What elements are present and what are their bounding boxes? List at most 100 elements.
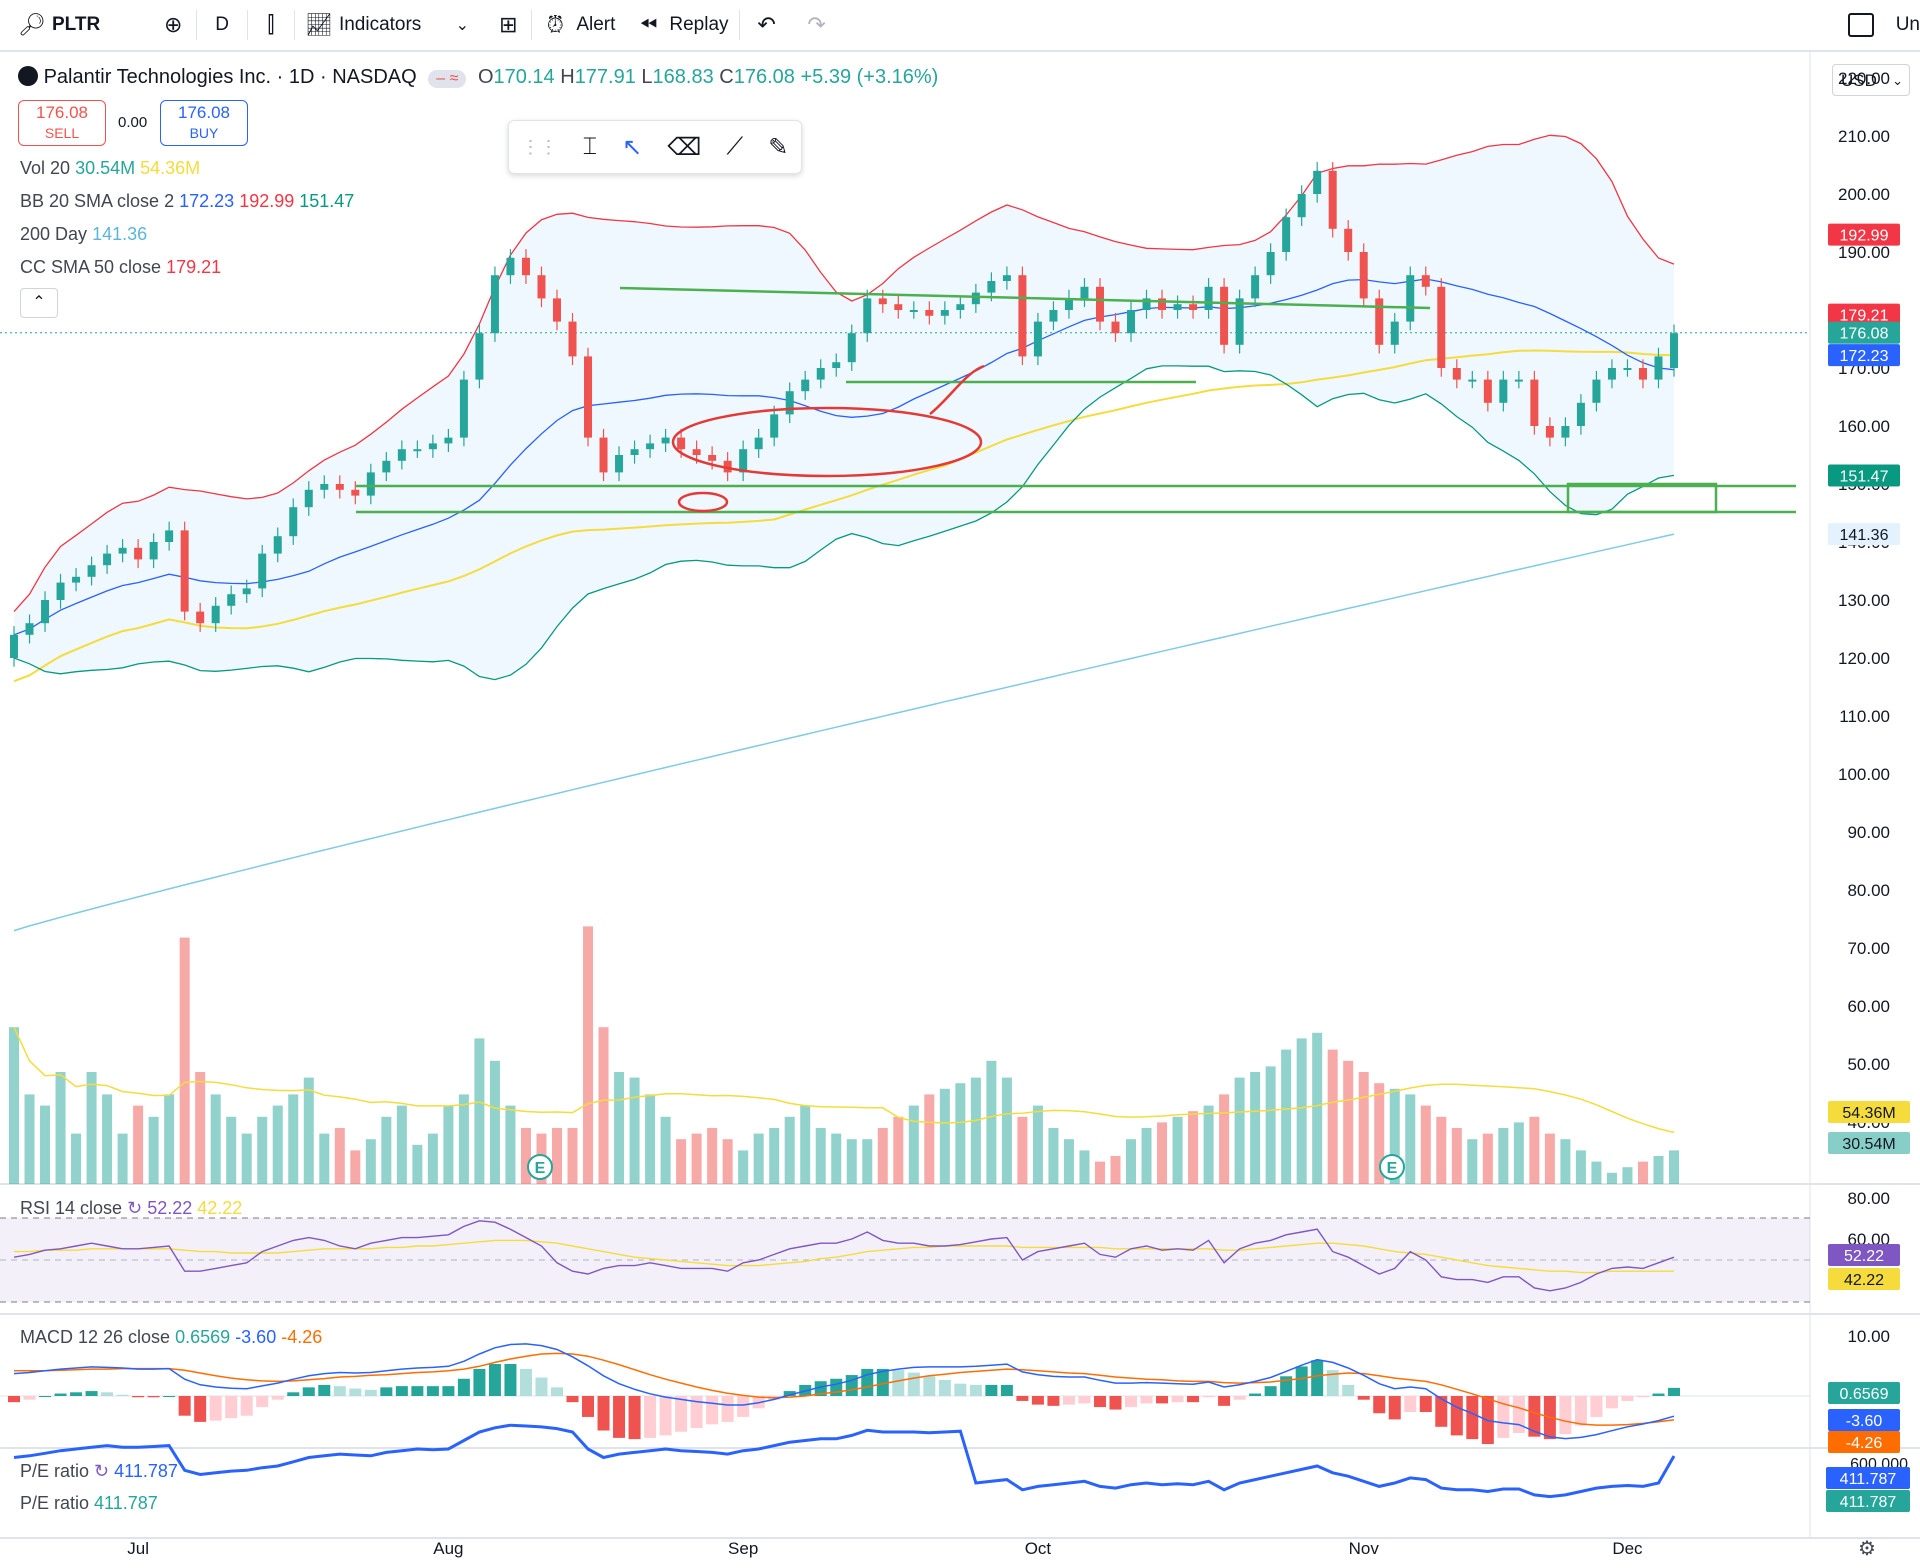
legend-pe-1[interactable]: P/E ratio ↻ 411.787 bbox=[20, 1461, 178, 1482]
redo-button[interactable]: ↷ bbox=[794, 0, 840, 51]
candle-body bbox=[1002, 275, 1011, 281]
macd-histogram-bar bbox=[1342, 1384, 1355, 1396]
legend-macd[interactable]: MACD 12 26 close 0.6569 -3.60 -4.26 bbox=[20, 1327, 322, 1348]
refresh-icon[interactable]: ↻ bbox=[94, 1461, 110, 1481]
collapse-legend-button[interactable]: ⌃ bbox=[20, 288, 58, 318]
price-label-box bbox=[1828, 523, 1900, 546]
legend-cc[interactable]: CC SMA 50 close 179.21 bbox=[20, 257, 221, 278]
candle-body bbox=[56, 582, 65, 600]
candle-body bbox=[1375, 298, 1384, 345]
macd-histogram-bar bbox=[1109, 1396, 1122, 1410]
price-tick-label: 80.00 bbox=[1847, 881, 1890, 900]
text-cursor-icon[interactable]: ⌶ bbox=[582, 133, 598, 160]
fullscreen-button[interactable]: Un bbox=[1838, 0, 1920, 51]
legend-vol[interactable]: Vol 20 30.54M 54.36M bbox=[20, 158, 200, 179]
volume-bar bbox=[815, 1128, 826, 1184]
candle-body bbox=[754, 437, 763, 450]
volume-bar bbox=[986, 1060, 997, 1184]
volume-bar bbox=[614, 1072, 625, 1184]
volume-bar bbox=[800, 1105, 811, 1184]
volume-bar bbox=[1188, 1111, 1199, 1184]
indicators-button[interactable]: 📈︎ Indicators ⌄ bbox=[295, 0, 485, 51]
sell-button[interactable]: 176.08 SELL bbox=[18, 100, 106, 146]
volume-bar bbox=[272, 1105, 283, 1184]
change-value: +5.39 (+3.16%) bbox=[800, 66, 939, 88]
volume-bar bbox=[1048, 1128, 1059, 1184]
brush-icon[interactable]: ✎ bbox=[768, 133, 789, 161]
candle-body bbox=[816, 368, 825, 380]
interval-button[interactable]: D bbox=[197, 0, 247, 51]
rsi-tick-label: 80.00 bbox=[1847, 1189, 1890, 1208]
macd-histogram-bar bbox=[194, 1396, 207, 1422]
macd-histogram-bar bbox=[613, 1396, 626, 1438]
chart-type-button[interactable]: ⫿ bbox=[248, 0, 294, 51]
undo-button[interactable]: ↶ bbox=[740, 0, 794, 51]
sell-price: 176.08 bbox=[36, 103, 88, 122]
price-tick-label: 50.00 bbox=[1847, 1055, 1890, 1074]
eraser-icon[interactable]: ⌫ bbox=[667, 133, 702, 161]
legend-rsi[interactable]: RSI 14 close ↻ 52.22 42.22 bbox=[20, 1198, 242, 1219]
trend-line-icon[interactable]: ⟋ bbox=[726, 133, 744, 160]
volume-bar bbox=[1032, 1105, 1043, 1184]
candle-body bbox=[1607, 368, 1616, 380]
macd-histogram-bar bbox=[1047, 1396, 1060, 1406]
macd-histogram-bar bbox=[1000, 1384, 1013, 1396]
price-label-text: 179.21 bbox=[1840, 308, 1889, 325]
layouts-button[interactable]: ⊞ bbox=[485, 0, 531, 51]
currency-select[interactable]: USD ⌄ bbox=[1832, 64, 1910, 96]
macd-histogram-bar bbox=[1249, 1393, 1262, 1396]
candle-body bbox=[118, 547, 127, 554]
compare-button[interactable]: ⊕ bbox=[150, 0, 196, 51]
rsi-label-box bbox=[1828, 1268, 1900, 1290]
annotation-circle bbox=[677, 491, 729, 513]
chevron-down-icon[interactable]: ⌄ bbox=[455, 17, 470, 34]
macd-histogram-bar bbox=[1512, 1396, 1525, 1433]
drawing-toolbar: ⋮⋮ ⌶ ↖ ⌫ ⟋ ✎ bbox=[508, 120, 802, 174]
macd-label-text: 0.6569 bbox=[1840, 1386, 1889, 1403]
replay-button[interactable]: ⏪︎ Replay bbox=[625, 0, 738, 51]
legend-toggle-button[interactable]: – ≈ bbox=[428, 70, 467, 88]
settings-icon[interactable]: ⚙︎ bbox=[1858, 1538, 1876, 1560]
candle-body bbox=[1189, 304, 1198, 310]
chart-canvas[interactable]: 220.00210.00200.00190.00180.00170.00160.… bbox=[0, 52, 1920, 1568]
legend-200day[interactable]: 200 Day 141.36 bbox=[20, 224, 147, 245]
candle-body bbox=[41, 600, 50, 624]
volume-bar bbox=[660, 1116, 671, 1184]
refresh-icon[interactable]: ↻ bbox=[127, 1198, 143, 1218]
buy-button[interactable]: 176.08 BUY bbox=[160, 100, 248, 146]
buy-label: BUY bbox=[189, 125, 219, 141]
rsi-ma-line bbox=[14, 1239, 1674, 1274]
volume-bar bbox=[303, 1077, 314, 1184]
macd-histogram-bar bbox=[333, 1386, 346, 1396]
bb-lower-line bbox=[13, 365, 1675, 681]
drag-handle-icon[interactable]: ⋮⋮ bbox=[521, 136, 558, 157]
volume-bar bbox=[1219, 1094, 1230, 1184]
legend-pe-2[interactable]: P/E ratio 411.787 bbox=[20, 1493, 158, 1514]
arrow-cursor-icon[interactable]: ↖ bbox=[622, 133, 643, 161]
candle-body bbox=[770, 414, 779, 438]
alert-button[interactable]: ⏰︎ Alert bbox=[532, 0, 625, 51]
volume-bar bbox=[551, 1128, 562, 1184]
macd-histogram-bar bbox=[582, 1396, 595, 1417]
candle-body bbox=[1483, 379, 1492, 403]
candle-body bbox=[894, 304, 903, 310]
earnings-badge[interactable]: E bbox=[1379, 1154, 1405, 1180]
candle-body bbox=[1328, 170, 1337, 229]
volume-bar bbox=[939, 1088, 950, 1184]
candle-body bbox=[630, 449, 639, 455]
legend-bb[interactable]: BB 20 SMA close 2 172.23 192.99 151.47 bbox=[20, 191, 354, 212]
macd-histogram-bar bbox=[597, 1396, 610, 1431]
volume-bar bbox=[443, 1105, 454, 1184]
macd-histogram-bar bbox=[1357, 1396, 1370, 1400]
macd-histogram-bar bbox=[1388, 1396, 1401, 1420]
candle-body bbox=[227, 594, 236, 606]
pe-label-box bbox=[1826, 1467, 1910, 1489]
macd-histogram-bar bbox=[628, 1396, 641, 1440]
volume-bar bbox=[1560, 1139, 1571, 1184]
candle-body bbox=[971, 292, 980, 305]
rsi-label-box bbox=[1828, 1244, 1900, 1266]
macd-histogram-bar bbox=[1125, 1396, 1138, 1408]
symbol-search[interactable]: 🔎︎ PLTR bbox=[0, 0, 110, 51]
candle-body bbox=[940, 310, 949, 316]
earnings-badge[interactable]: E bbox=[527, 1154, 553, 1180]
